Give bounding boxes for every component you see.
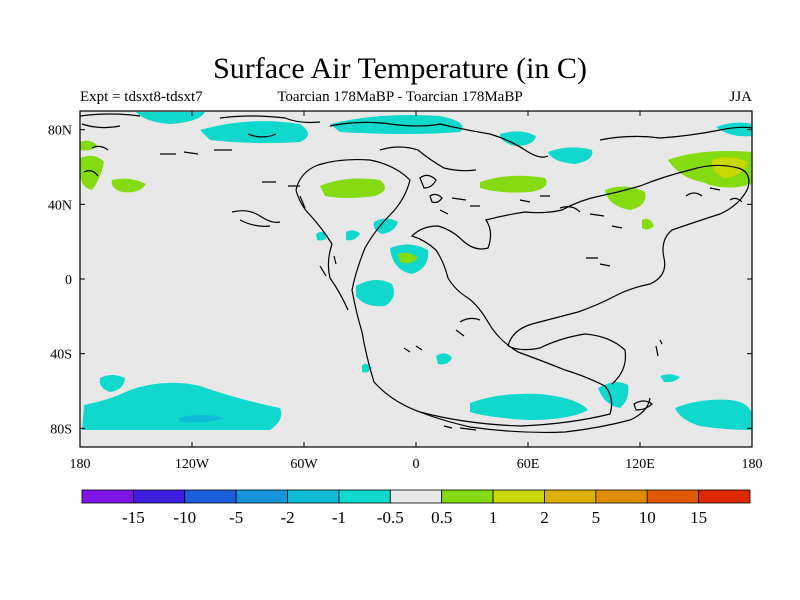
plot-title: Surface Air Temperature (in C)	[213, 52, 587, 85]
colorbar-label: 0.5	[431, 508, 452, 527]
warm-anomaly-region	[80, 155, 104, 190]
cool-anomaly-region	[716, 122, 752, 137]
island-coastline	[655, 339, 663, 357]
continent-coastline	[295, 189, 349, 311]
island-coastline	[633, 400, 653, 411]
island-coastline	[586, 257, 611, 267]
lat-tick-label: 40N	[48, 198, 72, 213]
colorbar-label: -10	[173, 508, 196, 527]
cool-anomaly-core	[178, 415, 225, 423]
colorbar: -15 -10 -5 -2 -1 -0.5 0.5 1 2 5 10 15	[81, 489, 751, 527]
lon-tick-label: 180	[742, 457, 763, 472]
island-coastline	[403, 345, 423, 353]
island-coastline	[455, 317, 481, 337]
colorbar-swatch	[441, 489, 494, 504]
colorbar-swatch	[595, 489, 648, 504]
continent-coastline	[507, 333, 627, 385]
period-subtitle: Toarcian 178MaBP - Toarcian 178MaBP	[277, 89, 523, 105]
colorbar-swatch	[492, 489, 545, 504]
continent-coastline	[295, 158, 750, 427]
lon-tick-label: 120E	[625, 457, 655, 472]
cool-anomaly-region	[660, 374, 680, 383]
colorbar-label: -2	[280, 508, 294, 527]
lat-tick-label: 0	[65, 273, 72, 288]
lon-tick-label: 180	[70, 457, 91, 472]
season-subtitle: JJA	[729, 89, 752, 105]
colorbar-label: -5	[229, 508, 243, 527]
cool-anomaly-region	[356, 279, 394, 307]
colorbar-label: 10	[639, 508, 656, 527]
cool-anomaly-region	[200, 121, 308, 144]
island-coastline	[519, 195, 550, 203]
colorbar-swatch	[132, 489, 186, 504]
lat-tick-label: 80S	[50, 422, 72, 437]
warm-anomaly-core	[711, 157, 748, 178]
lon-tick-label: 60W	[290, 457, 318, 472]
continent-coastline	[599, 126, 752, 141]
colorbar-swatch	[698, 489, 751, 504]
island-coastline	[685, 187, 743, 203]
colorbar-swatch	[646, 489, 700, 504]
warm-anomaly-region	[480, 175, 547, 193]
colorbar-swatch	[544, 489, 597, 504]
cool-anomaly-region	[436, 353, 452, 365]
warm-anomaly-region	[80, 140, 98, 151]
cool-anomaly-region	[346, 230, 360, 241]
colorbar-swatch	[184, 489, 237, 504]
island-coastline	[443, 425, 477, 431]
colorbar-label: -15	[122, 508, 145, 527]
continent-coastline	[419, 397, 651, 434]
cool-anomaly-region	[548, 147, 593, 164]
colorbar-label: 5	[592, 508, 601, 527]
cool-anomaly-region	[99, 375, 125, 392]
island-coastline	[160, 149, 232, 155]
warm-anomaly-region	[642, 218, 654, 230]
cool-anomaly-region	[598, 382, 629, 408]
cool-anomaly-region	[136, 112, 205, 124]
colorbar-swatch	[81, 489, 134, 504]
colorbar-label: 2	[540, 508, 549, 527]
warm-anomaly-region	[398, 252, 418, 264]
island-coastline	[419, 174, 443, 204]
cool-anomaly-region	[373, 218, 398, 234]
island-coastline	[83, 145, 109, 177]
lat-tick-label: 80N	[48, 124, 72, 139]
lon-tick-label: 120W	[175, 457, 210, 472]
colorbar-label: 1	[489, 508, 498, 527]
colorbar-swatch	[235, 489, 288, 504]
cool-anomaly-region	[500, 131, 536, 146]
island-coastline	[319, 255, 337, 277]
continent-coastline	[80, 113, 549, 158]
warm-anomaly-region	[111, 178, 146, 193]
cool-anomaly-region	[470, 393, 588, 420]
cool-anomaly-region	[675, 399, 752, 430]
warm-anomaly-region	[320, 178, 385, 198]
colorbar-label: 15	[690, 508, 707, 527]
colorbar-label: -0.5	[377, 508, 404, 527]
colorbar-swatch	[287, 489, 340, 504]
lon-tick-label: 0	[413, 457, 420, 472]
experiment-subtitle: Expt = tdsxt8-tdsxt7	[80, 89, 203, 105]
cool-anomaly-region	[82, 382, 282, 430]
island-coastline	[559, 206, 623, 229]
island-coastline	[231, 210, 281, 227]
colorbar-label: -1	[332, 508, 346, 527]
continent-coastline	[81, 123, 477, 172]
island-coastline	[262, 181, 306, 209]
lat-tick-label: 40S	[50, 348, 72, 363]
colorbar-swatch	[338, 489, 391, 504]
colorbar-swatch	[389, 489, 443, 504]
lon-tick-label: 60E	[517, 457, 540, 472]
island-coastline	[439, 197, 480, 215]
coastline-layer	[80, 113, 752, 434]
map-axes: 180 120W 60W 0 60E 120E 180 80N 40N 0 40S 80S	[48, 111, 763, 472]
